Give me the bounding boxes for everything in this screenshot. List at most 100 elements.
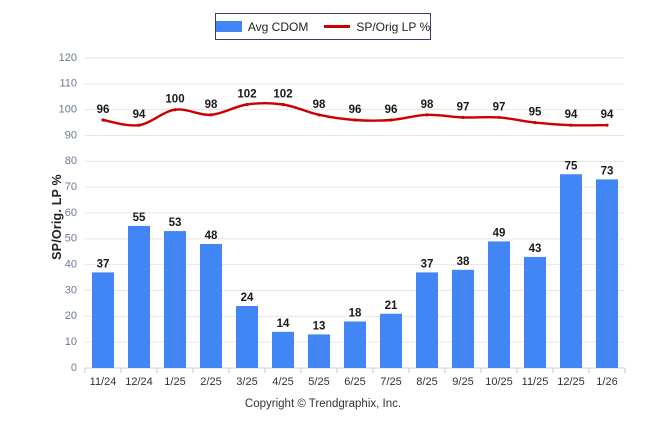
bar-value-label: 21 xyxy=(385,300,398,312)
bar[interactable] xyxy=(200,244,222,368)
line-value-label: 98 xyxy=(421,99,434,111)
line-value-label: 97 xyxy=(493,101,506,113)
bar[interactable] xyxy=(452,269,474,368)
y-axis-tick-label: 110 xyxy=(59,78,77,90)
x-axis-ticks xyxy=(84,368,626,373)
bar-value-label: 73 xyxy=(601,165,614,177)
line-marker xyxy=(245,102,249,107)
x-axis-tick-label: 6/25 xyxy=(344,376,365,388)
line-marker xyxy=(461,115,465,120)
bar[interactable] xyxy=(344,321,366,369)
line-value-label: 102 xyxy=(237,89,256,101)
x-axis-tick-label: 12/25 xyxy=(557,376,585,388)
x-axis-tick-label: 2/25 xyxy=(200,376,221,388)
bar-value-label: 14 xyxy=(277,318,290,330)
bar-value-label: 43 xyxy=(529,243,542,255)
y-axis-tick-label: 60 xyxy=(65,207,77,219)
x-axis-tick-label: 8/25 xyxy=(416,376,437,388)
bar-series-avg-cdom xyxy=(92,174,618,368)
y-axis-tick-label: 30 xyxy=(65,284,77,296)
y-axis-tick-labels: 0 10 20 30 40 50 60 70 80 90 100 110 120 xyxy=(59,52,77,374)
line-value-label: 100 xyxy=(165,94,184,106)
bar-value-label: 75 xyxy=(565,160,578,172)
chart-legend: Avg CDOM SP/Orig LP % xyxy=(215,13,431,40)
bar-value-label: 18 xyxy=(349,308,362,320)
x-axis-tick-label: 9/25 xyxy=(452,376,473,388)
copyright-notice: Copyright © Trendgraphix, Inc. xyxy=(244,398,402,410)
bar[interactable] xyxy=(596,179,618,368)
bar[interactable] xyxy=(524,256,546,368)
line-series-sp-orig-lp xyxy=(101,102,609,127)
x-axis-tick-labels: 11/24 12/24 1/25 2/25 3/25 4/25 5/25 6/25 7/25 8/… xyxy=(90,376,618,388)
bar-swatch-icon xyxy=(215,21,242,32)
line-marker xyxy=(317,113,321,117)
line-marker xyxy=(281,102,285,107)
line-marker xyxy=(353,118,357,122)
bar[interactable] xyxy=(272,331,294,368)
bar-value-label: 38 xyxy=(457,256,470,268)
y-axis-tick-label: 0 xyxy=(71,362,77,374)
line-value-label: 96 xyxy=(349,104,362,116)
x-axis-tick-label: 11/24 xyxy=(90,376,117,388)
legend-label-sp-orig-lp: SP/Orig LP % xyxy=(356,19,431,34)
bar-value-label: 49 xyxy=(493,227,506,239)
y-axis-tick-label: 70 xyxy=(65,181,77,193)
line-value-label: 95 xyxy=(529,107,542,119)
line-marker xyxy=(137,123,141,127)
line-swatch-icon xyxy=(324,25,351,28)
legend-item-sp-orig-lp[interactable]: SP/Orig LP % xyxy=(324,20,430,34)
line-marker xyxy=(101,118,105,122)
line-value-label: 96 xyxy=(385,104,398,116)
y-axis-tick-label: 80 xyxy=(65,155,77,167)
bar[interactable] xyxy=(560,174,582,368)
line-marker xyxy=(389,118,393,122)
line-value-labels: 96 94 100 98 102 102 98 96 96 98 97 97 95 94 94 xyxy=(97,89,614,122)
line-value-label: 97 xyxy=(457,101,470,113)
line-marker xyxy=(425,113,429,117)
bar[interactable] xyxy=(488,241,510,368)
line-value-label: 98 xyxy=(205,99,218,111)
x-axis-tick-label: 11/25 xyxy=(522,376,549,388)
bar[interactable] xyxy=(416,272,438,368)
y-axis-tick-label: 120 xyxy=(59,52,77,64)
bar[interactable] xyxy=(380,313,402,368)
line-value-label: 94 xyxy=(601,109,614,121)
x-axis-tick-label: 7/25 xyxy=(380,376,401,388)
y-axis-tick-label: 90 xyxy=(65,129,77,141)
bar-value-label: 13 xyxy=(313,320,326,332)
bar-value-label: 48 xyxy=(205,230,218,242)
y-axis-tick-label: 50 xyxy=(65,233,77,245)
bar[interactable] xyxy=(92,272,114,368)
legend-item-avg-cdom[interactable]: Avg CDOM xyxy=(215,20,308,34)
bar[interactable] xyxy=(128,225,150,368)
bar[interactable] xyxy=(236,306,258,368)
bar[interactable] xyxy=(308,334,330,368)
line-marker xyxy=(173,108,177,112)
bar-value-labels: 37 55 53 48 24 14 13 18 21 37 38 49 43 75 73 xyxy=(97,160,614,332)
y-axis-tick-label: 10 xyxy=(65,336,77,348)
x-axis-tick-label: 12/24 xyxy=(125,376,153,388)
line-marker xyxy=(497,115,501,120)
bar[interactable] xyxy=(164,231,186,368)
x-axis-tick-label: 3/25 xyxy=(236,376,257,388)
line-value-label: 96 xyxy=(97,104,110,116)
x-axis-tick-label: 1/26 xyxy=(596,376,617,388)
bar-value-label: 55 xyxy=(133,212,146,224)
bar-value-label: 24 xyxy=(241,292,254,304)
line-marker xyxy=(569,123,573,127)
x-axis-tick-label: 1/25 xyxy=(164,376,185,388)
y-axis-tick-label: 20 xyxy=(65,310,77,322)
line-value-label: 94 xyxy=(133,109,146,121)
x-axis-tick-label: 4/25 xyxy=(272,376,293,388)
bar-value-label: 37 xyxy=(97,258,110,270)
x-axis-tick-label: 10/25 xyxy=(485,376,513,388)
line-value-label: 102 xyxy=(273,89,292,101)
bar-value-label: 37 xyxy=(421,258,434,270)
line-marker xyxy=(533,120,537,125)
y-axis-tick-label: 100 xyxy=(59,104,77,116)
line-value-label: 98 xyxy=(313,99,326,111)
x-axis-tick-label: 5/25 xyxy=(308,376,329,388)
y-axis-tick-label: 40 xyxy=(65,259,77,271)
